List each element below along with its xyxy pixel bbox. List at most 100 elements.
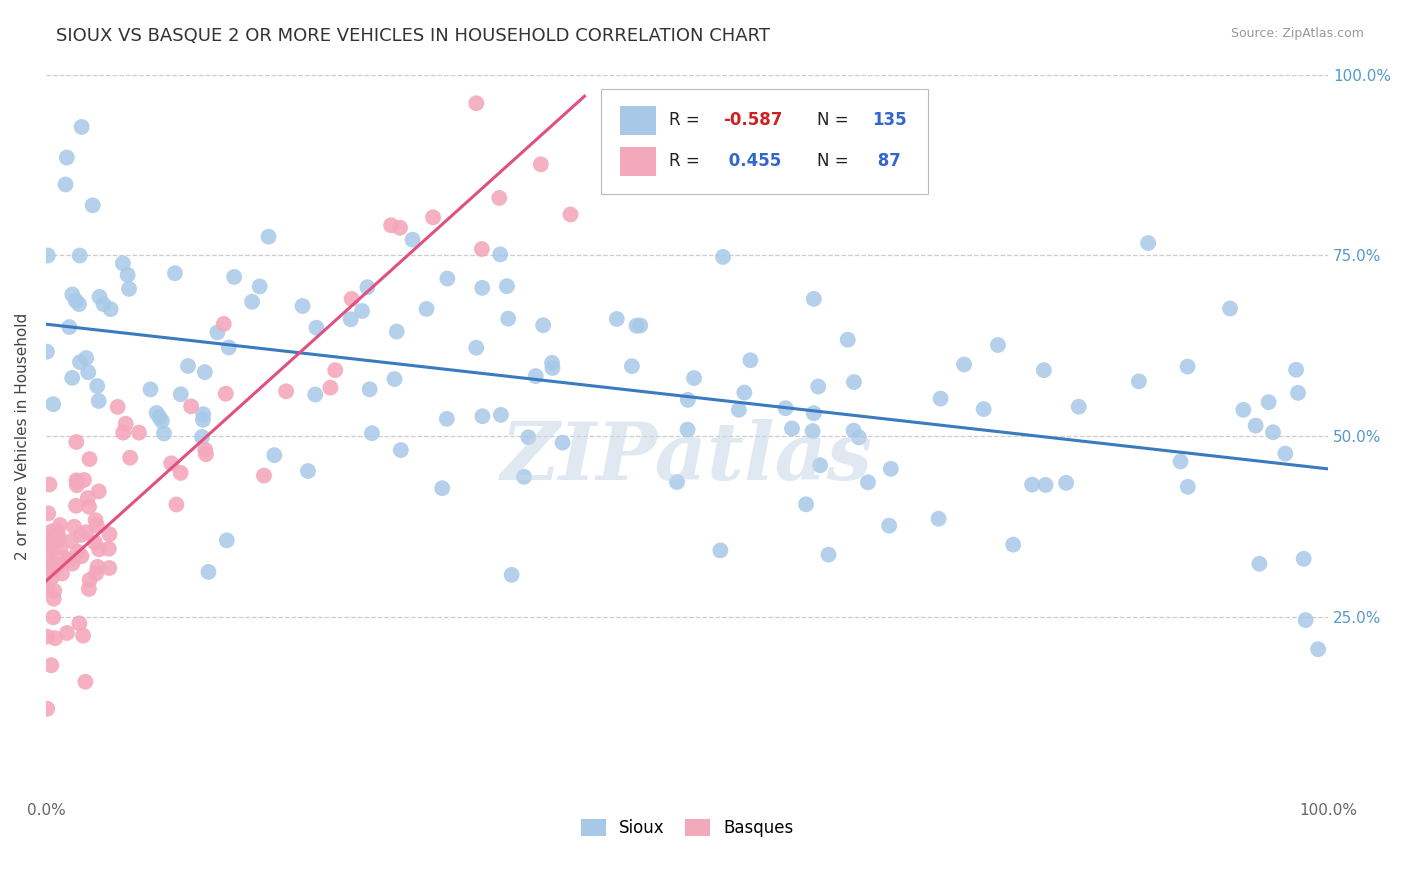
Point: [120, 450, 142, 465]
Point: [150, 414, 173, 428]
Point: [67, 297, 90, 311]
Point: [257, 229, 280, 244]
Point: [415, 301, 437, 316]
Point: [361, 426, 384, 441]
Point: [780, 421, 803, 435]
Point: [53, 550, 76, 565]
Point: [359, 382, 381, 396]
Point: [60, 534, 83, 549]
Point: [928, 512, 950, 526]
Point: [170, 387, 193, 401]
Point: [541, 356, 564, 370]
Point: [35, 344, 58, 359]
Point: [193, 407, 215, 421]
Point: [177, 359, 200, 373]
Point: [98, 527, 121, 541]
Point: [323, 363, 346, 377]
Point: [207, 326, 229, 340]
Point: [929, 392, 952, 406]
Point: [620, 359, 643, 374]
Point: [212, 317, 235, 331]
Point: [880, 462, 903, 476]
Point: [35, 582, 58, 596]
Point: [430, 481, 453, 495]
Point: [65, 293, 87, 308]
Point: [58, 553, 80, 567]
Point: [380, 219, 402, 233]
Point: [1032, 363, 1054, 377]
Point: [683, 371, 706, 385]
Point: [676, 423, 699, 437]
Point: [35, 563, 58, 577]
Point: [666, 475, 689, 489]
Point: [67, 616, 90, 631]
Point: [551, 435, 574, 450]
Point: [79, 573, 101, 587]
Text: 135: 135: [872, 112, 907, 129]
Point: [73, 473, 96, 487]
Point: [41, 524, 63, 539]
Point: [297, 464, 319, 478]
Point: [987, 338, 1010, 352]
Point: [501, 567, 523, 582]
Text: 87: 87: [872, 153, 901, 170]
Point: [89, 290, 111, 304]
Point: [39, 658, 62, 673]
Point: [86, 560, 108, 574]
Point: [1219, 301, 1241, 316]
Point: [70, 120, 93, 134]
Point: [1306, 642, 1329, 657]
Point: [75, 525, 97, 540]
Point: [794, 497, 817, 511]
Point: [339, 312, 361, 326]
Point: [489, 247, 512, 261]
Point: [253, 468, 276, 483]
Point: [842, 375, 865, 389]
Point: [82, 198, 104, 212]
Point: [291, 299, 314, 313]
Point: [38, 477, 60, 491]
Point: [46, 533, 69, 548]
Point: [1054, 475, 1077, 490]
Point: [877, 518, 900, 533]
Point: [66, 475, 89, 489]
Point: [401, 233, 423, 247]
Y-axis label: 2 or more Vehicles in Household: 2 or more Vehicles in Household: [15, 313, 30, 560]
Point: [1177, 480, 1199, 494]
Point: [1170, 454, 1192, 468]
Point: [319, 381, 342, 395]
Point: [215, 386, 238, 401]
Point: [471, 409, 494, 424]
Point: [465, 341, 488, 355]
Point: [35, 630, 58, 644]
Point: [436, 412, 458, 426]
Point: [1021, 477, 1043, 491]
Point: [169, 466, 191, 480]
Point: [352, 304, 374, 318]
Point: [42, 397, 65, 411]
Point: [83, 535, 105, 549]
Point: [488, 191, 510, 205]
Point: [37, 552, 59, 566]
Point: [69, 248, 91, 262]
Point: [49, 541, 72, 555]
Point: [65, 499, 87, 513]
Point: [263, 448, 285, 462]
Point: [41, 558, 63, 572]
Point: [42, 610, 65, 624]
Point: [1067, 400, 1090, 414]
Point: [56, 151, 79, 165]
Point: [740, 353, 762, 368]
Point: [153, 426, 176, 441]
Point: [388, 220, 411, 235]
Point: [436, 271, 458, 285]
Point: [304, 387, 326, 401]
Point: [531, 318, 554, 333]
Text: R =: R =: [669, 112, 704, 129]
Point: [856, 475, 879, 490]
Point: [44, 583, 66, 598]
Point: [240, 294, 263, 309]
Point: [111, 256, 134, 270]
Point: [1128, 375, 1150, 389]
Point: [65, 435, 87, 450]
